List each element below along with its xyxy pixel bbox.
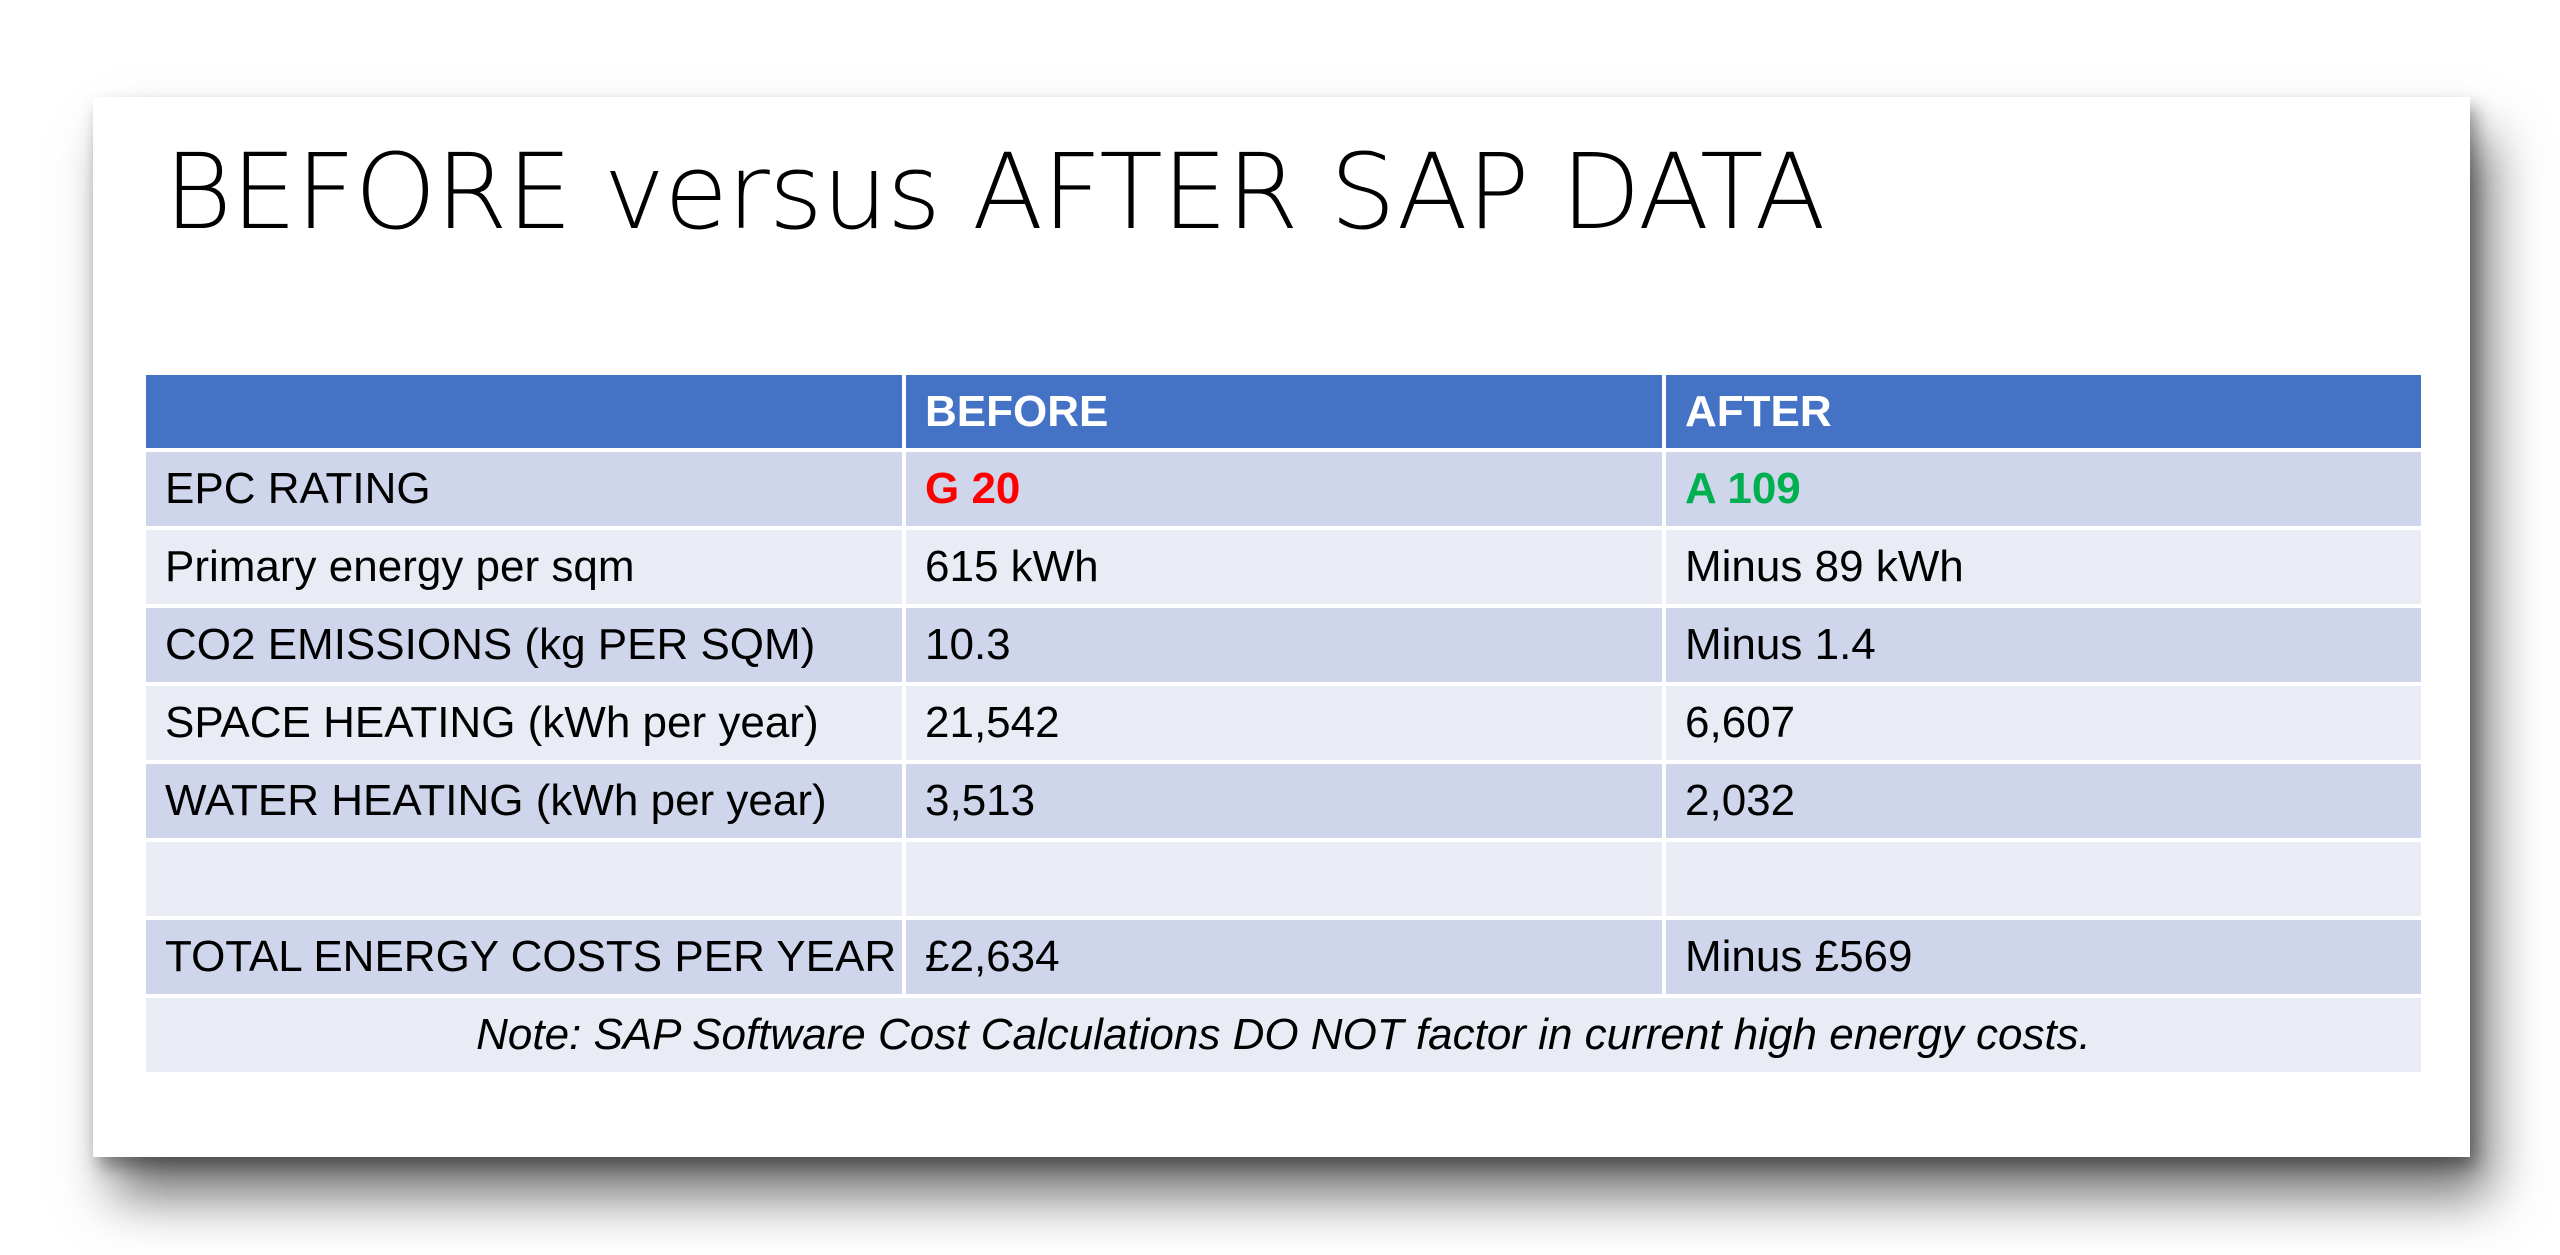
after-value: 6,607 xyxy=(1662,682,2425,764)
row-label: EPC RATING xyxy=(142,448,906,530)
row-label: WATER HEATING (kWh per year) xyxy=(142,760,906,842)
after-value: Minus 89 kWh xyxy=(1662,526,2425,608)
row-label: TOTAL ENERGY COSTS PER YEAR xyxy=(142,916,906,998)
before-value: 3,513 xyxy=(902,760,1666,842)
table-row-water-heating: WATER HEATING (kWh per year) 3,513 2,032 xyxy=(142,760,2425,842)
before-value: 10.3 xyxy=(902,604,1666,686)
epc-rating-before: G 20 xyxy=(902,448,1666,530)
header-cell-label xyxy=(142,371,906,452)
slide: BEFORE versus AFTER SAP DATA BEFORE AFTE… xyxy=(93,97,2470,1157)
table-row-total-energy-costs: TOTAL ENERGY COSTS PER YEAR £2,634 Minus… xyxy=(142,916,2425,998)
after-value: Minus 1.4 xyxy=(1662,604,2425,686)
row-label: CO2 EMISSIONS (kg PER SQM) xyxy=(142,604,906,686)
before-value: 615 kWh xyxy=(902,526,1666,608)
table-row-epc-rating: EPC RATING G 20 A 109 xyxy=(142,448,2425,530)
after-value: 2,032 xyxy=(1662,760,2425,842)
before-value: 21,542 xyxy=(902,682,1666,764)
table-header-row: BEFORE AFTER xyxy=(142,371,2425,452)
before-value: £2,634 xyxy=(902,916,1666,998)
table-row-empty xyxy=(142,838,2425,920)
table-row-note: Note: SAP Software Cost Calculations DO … xyxy=(142,994,2425,1076)
header-cell-after: AFTER xyxy=(1662,371,2425,452)
sap-comparison-table: BEFORE AFTER EPC RATING G 20 A 109 Prima… xyxy=(142,371,2425,1076)
row-label: Primary energy per sqm xyxy=(142,526,906,608)
row-label xyxy=(142,838,906,920)
header-cell-before: BEFORE xyxy=(902,371,1666,452)
after-value xyxy=(1662,838,2425,920)
slide-title: BEFORE versus AFTER SAP DATA xyxy=(164,131,1826,253)
after-value: Minus £569 xyxy=(1662,916,2425,998)
before-value xyxy=(902,838,1666,920)
table-row-co2-emissions: CO2 EMISSIONS (kg PER SQM) 10.3 Minus 1.… xyxy=(142,604,2425,686)
table-row-primary-energy: Primary energy per sqm 615 kWh Minus 89 … xyxy=(142,526,2425,608)
table-note: Note: SAP Software Cost Calculations DO … xyxy=(142,994,2425,1076)
row-label: SPACE HEATING (kWh per year) xyxy=(142,682,906,764)
epc-rating-after: A 109 xyxy=(1662,448,2425,530)
table-row-space-heating: SPACE HEATING (kWh per year) 21,542 6,60… xyxy=(142,682,2425,764)
